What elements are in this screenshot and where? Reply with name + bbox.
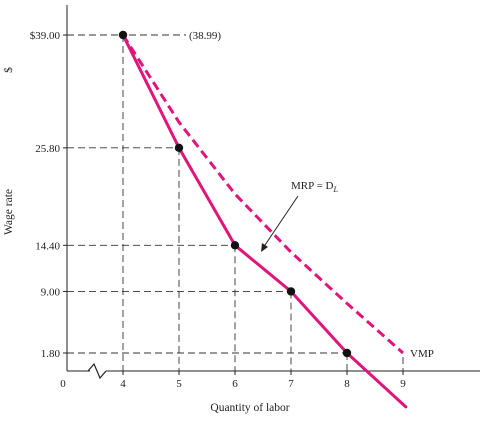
x-tick-label-5: 5 — [176, 378, 182, 390]
point-mrp-d-l-4 — [118, 30, 128, 40]
point-mrp-d-l-5 — [174, 143, 184, 153]
x-tick-label-6: 6 — [232, 378, 238, 390]
annotation-mrp-label: MRP = DL — [291, 180, 338, 194]
x-tick-label-7: 7 — [288, 378, 294, 390]
y-tick-label-39-00: $39.00 — [30, 30, 61, 42]
y-tick-label-14-40: 14.40 — [35, 240, 60, 252]
guide-lines — [67, 34, 404, 371]
annotation-vmp-value: (38.99) — [189, 30, 221, 42]
y-tick-label-25-80: 25.80 — [35, 143, 60, 155]
x-tick-label-4: 4 — [120, 378, 126, 390]
point-mrp-d-l-7 — [286, 287, 296, 296]
series-vmp — [121, 34, 404, 355]
point-mrp-d-l-8 — [342, 348, 352, 358]
mrp-arrow-head — [261, 243, 268, 252]
axes — [63, 5, 480, 380]
label-layer: 0 1.80 9.00 14.40 25.80 $39.00 4 5 6 7 8 9 Quantity … — [2, 30, 434, 414]
y-tick-label-9-00: 9.00 — [41, 286, 61, 298]
y-tick-label-1-80: 1.80 — [41, 348, 61, 360]
y-axis-unit: $ — [2, 67, 15, 73]
series-mrp-d-l — [121, 33, 408, 409]
x-tick-label-8: 8 — [344, 378, 350, 390]
x-tick-label-9: 9 — [400, 378, 406, 390]
x-axis-title: Quantity of labor — [210, 402, 289, 414]
point-mrp-d-l-6 — [230, 241, 240, 250]
series-layer — [121, 33, 408, 409]
marker-layer — [118, 30, 352, 358]
y-axis-title: Wage rate — [3, 189, 15, 235]
origin-label: 0 — [60, 378, 66, 390]
annotation-vmp-label: VMP — [410, 348, 434, 360]
x-axis-break-mark — [87, 362, 107, 380]
annotation-mrp-subscript: L — [332, 185, 338, 194]
mrp-arrow-line — [262, 195, 299, 249]
